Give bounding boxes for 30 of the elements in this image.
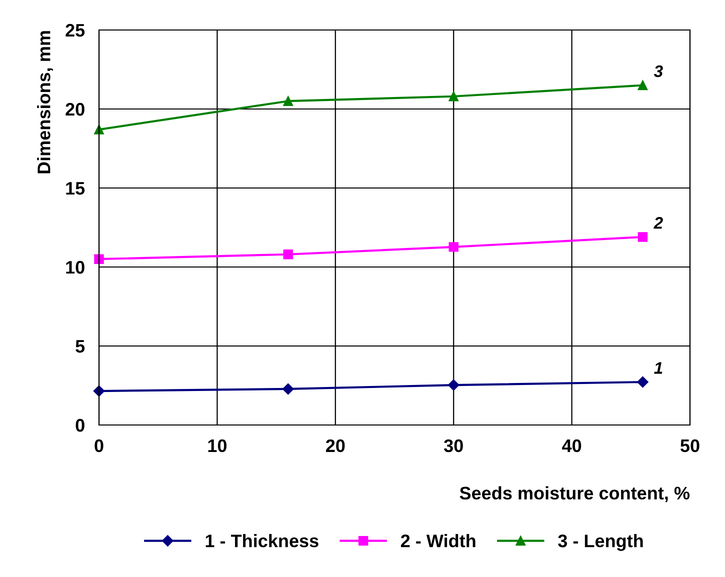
legend-label: 1 - Thickness <box>206 534 318 548</box>
annotation: 1 <box>654 362 662 374</box>
point <box>448 242 458 252</box>
legend-label: 3 - Length <box>558 534 643 551</box>
legend-label: 2 - Width <box>400 534 476 548</box>
point <box>638 80 648 90</box>
y-tick-label: 25 <box>66 24 85 37</box>
y-tick-label: 20 <box>66 102 84 116</box>
point <box>283 250 293 260</box>
point <box>448 379 460 391</box>
point <box>283 96 293 106</box>
annotation: 3 <box>654 65 663 78</box>
annotation: 2 <box>654 217 663 229</box>
point <box>94 254 104 264</box>
y-axis-title: Dimensions, mm <box>37 31 53 174</box>
x-tick-label: 20 <box>326 439 345 452</box>
point <box>448 92 458 102</box>
y-tick-label: 10 <box>66 260 84 274</box>
point <box>638 232 648 242</box>
x-tick-label: 30 <box>444 439 463 452</box>
x-tick-label: 10 <box>208 439 227 452</box>
y-tick-label: 15 <box>66 182 85 195</box>
x-tick-label: 0 <box>94 439 104 452</box>
point <box>637 376 648 388</box>
point <box>282 383 294 395</box>
y-tick-label: 0 <box>76 418 84 432</box>
x-axis-title: Seeds moisture content, % <box>460 486 690 502</box>
x-tick-label: 40 <box>562 439 582 452</box>
x-tick-label: 50 <box>680 439 700 452</box>
y-tick-label: 5 <box>76 340 85 353</box>
